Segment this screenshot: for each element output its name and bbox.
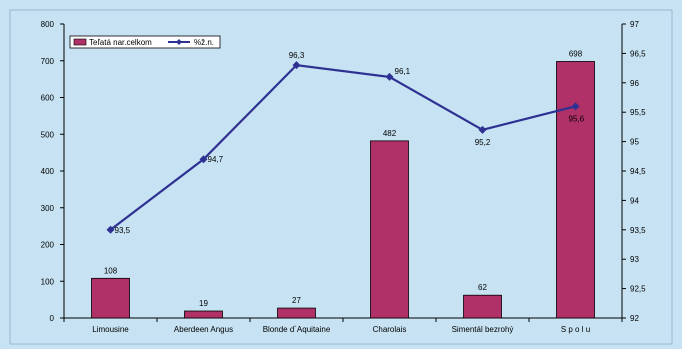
- bar-data-label: 108: [104, 266, 118, 275]
- line-point: [292, 61, 301, 70]
- y-left-tick-label: 0: [50, 314, 55, 323]
- y-left-tick-label: 100: [41, 277, 55, 286]
- legend: Teľatá nar.celkom %ž.n.: [69, 35, 221, 49]
- legend-box: [69, 35, 221, 49]
- y-left-tick-label: 400: [41, 167, 55, 176]
- y-right-tick-label: 97: [630, 20, 639, 29]
- line-data-label: 96,1: [395, 67, 411, 76]
- legend-bar-swatch: [73, 38, 87, 46]
- bar-data-label: 482: [383, 129, 397, 138]
- y-right-tick-label: 96,5: [630, 49, 646, 58]
- line-path: [109, 64, 576, 231]
- y-right-tick-label: 92,5: [630, 285, 646, 294]
- bar-data-label: 62: [478, 283, 487, 292]
- bar: [91, 277, 130, 319]
- line-data-label: 93,5: [115, 226, 131, 235]
- line-point: [478, 125, 487, 134]
- legend-bar-label: Teľatá nar.celkom: [89, 38, 152, 47]
- y-left-tick-label: 700: [41, 57, 55, 66]
- y-left-tick-label: 600: [41, 94, 55, 103]
- line-data-label: 96,3: [289, 51, 305, 60]
- bar: [463, 294, 502, 319]
- y-left-tick-label: 800: [41, 20, 55, 29]
- line-data-label: 94,7: [208, 155, 224, 164]
- axes: 0 100 200 300 400 500 600 700 800 92 92,5 93 93,5 94 9…: [9, 9, 673, 345]
- line-point: [106, 225, 115, 234]
- y-right-tick-label: 93,5: [630, 226, 646, 235]
- y-right-tick-label: 96: [630, 79, 639, 88]
- chart-frame: [9, 9, 673, 345]
- y-right-tick-label: 95: [630, 138, 639, 147]
- bar: [277, 307, 316, 319]
- bar: [556, 61, 595, 319]
- y-right-tick-label: 93: [630, 255, 639, 264]
- x-tick-label: Simentál bezrohý: [452, 325, 514, 334]
- legend-line-label: %ž.n.: [194, 38, 214, 47]
- bar-data-label: 698: [569, 49, 583, 58]
- line-series: 93,5 94,7 96,3 96,1 95,2 95,6: [106, 51, 585, 235]
- line-point: [199, 155, 208, 164]
- y-left-tick-label: 200: [41, 241, 55, 250]
- bar: [184, 310, 223, 319]
- x-tick-label: Charolais: [373, 325, 407, 334]
- bar-series: 108 19 27 482 62 698: [91, 49, 595, 319]
- x-tick-label: Aberdeen Angus: [174, 325, 233, 334]
- line-data-label: 95,6: [569, 114, 585, 123]
- y-left-tick-label: 500: [41, 130, 55, 139]
- line-point: [385, 72, 394, 81]
- bar-data-label: 27: [292, 296, 301, 305]
- line-data-label: 95,2: [475, 138, 491, 147]
- y-right-tick-label: 94: [630, 196, 639, 205]
- x-tick-label: Limousine: [92, 325, 129, 334]
- y-right-tick-label: 94,5: [630, 167, 646, 176]
- bar: [370, 140, 409, 319]
- legend-line-marker: [176, 39, 182, 45]
- line-point: [571, 102, 580, 111]
- y-right-tick-label: 95,5: [630, 108, 646, 117]
- y-right-tick-label: 92: [630, 314, 639, 323]
- bar-data-label: 19: [199, 299, 208, 308]
- x-tick-label: Blonde d´Aquitaine: [263, 325, 331, 334]
- x-tick-label: S p o l u: [561, 325, 590, 334]
- y-left-tick-label: 300: [41, 204, 55, 213]
